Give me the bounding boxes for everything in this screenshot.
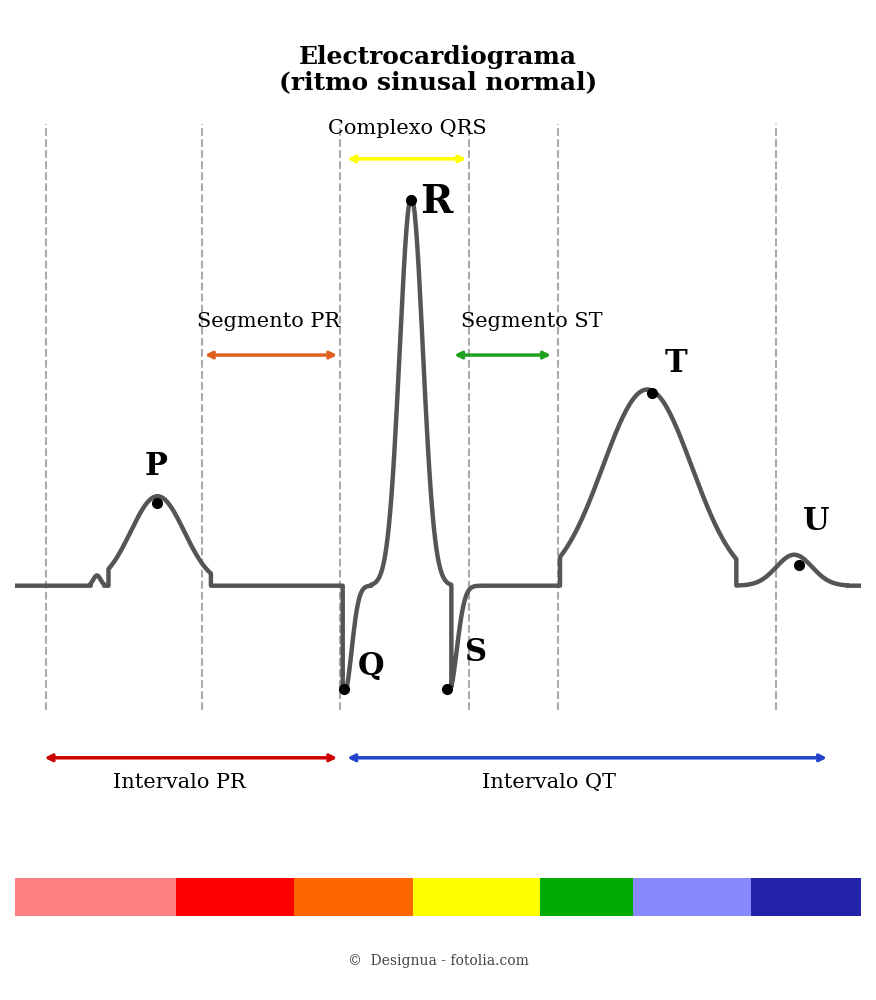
Bar — [632, 878, 751, 916]
Text: (ritmo sinusal normal): (ritmo sinusal normal) — [279, 70, 597, 94]
Text: Intervalo PR: Intervalo PR — [113, 773, 246, 792]
Text: Complexo QRS: Complexo QRS — [328, 119, 486, 138]
Bar — [751, 878, 861, 916]
Bar — [15, 878, 176, 916]
Bar — [176, 878, 294, 916]
Bar — [413, 878, 540, 916]
Text: Segmento PR: Segmento PR — [197, 312, 341, 331]
Text: T: T — [665, 348, 688, 379]
Text: ©  Designua - fotolia.com: © Designua - fotolia.com — [348, 954, 528, 968]
Text: Segmento ST: Segmento ST — [461, 312, 603, 331]
Text: P: P — [145, 451, 167, 482]
Text: Intervalo QT: Intervalo QT — [483, 773, 617, 792]
Text: Electrocardiograma: Electrocardiograma — [299, 45, 577, 69]
Bar — [294, 878, 413, 916]
Text: S: S — [464, 637, 487, 668]
Bar — [540, 878, 632, 916]
Text: R: R — [420, 183, 453, 221]
Text: Q: Q — [358, 651, 385, 682]
Text: U: U — [803, 506, 830, 537]
